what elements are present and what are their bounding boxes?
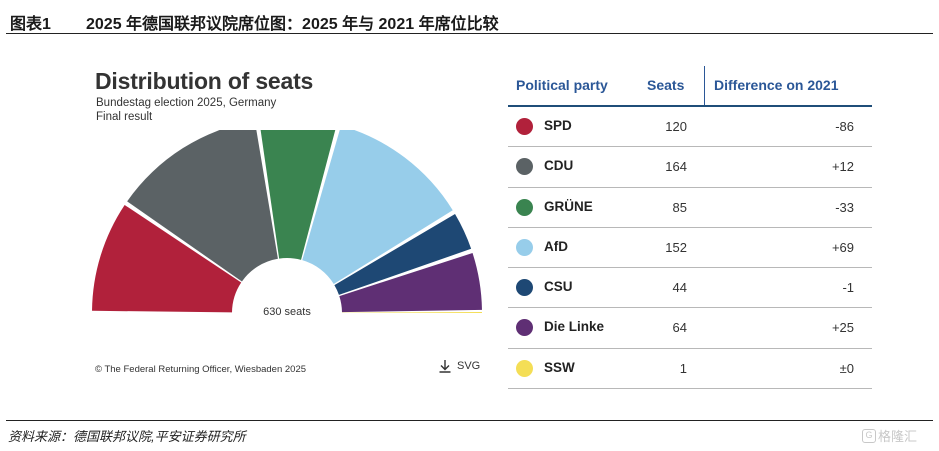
party-difference: +25 [831,320,854,336]
party-seats: 152 [665,239,687,255]
party-name: Die Linke [544,319,605,335]
column-header-difference: Difference on 2021 [714,77,839,93]
chart-subtitle: Bundestag election 2025, Germany [96,97,277,109]
column-header-party: Political party [516,77,608,93]
figure-title: 2025 年德国联邦议院席位图：2025 年与 2021 年席位比较 [86,16,499,33]
figure-source: 资料来源：德国联邦议院,平安证券研究所 [8,429,246,444]
table-row: SPD 120 -86 [508,107,872,148]
svg-download-button[interactable]: SVG [438,359,480,373]
seats-table: Political party Seats Difference on 2021… [508,66,872,390]
chart-subtitle-result: Final result [96,111,153,123]
logo-text: 格隆汇 [878,429,918,444]
party-seats: 164 [665,159,687,175]
wedge-afd [302,130,453,285]
table-header: Political party Seats Difference on 2021 [508,66,872,107]
party-name: SPD [544,118,572,133]
table-row: Die Linke 64 +25 [508,308,872,349]
table-body: SPD 120 -86 CDU 164 +12 GRÜNE 85 -33 AfD 152 +69 CSU… [508,107,872,390]
party-name: GRÜNE [544,198,593,214]
logo-icon: G [862,428,876,443]
table-row: CSU 44 -1 [508,268,872,309]
table-row: AfD 152 +69 [508,228,872,269]
wedge-csu [334,214,472,295]
wedge-spd [92,204,242,313]
column-header-seats: Seats [647,77,685,93]
download-icon [439,360,451,373]
party-name: CDU [544,158,574,174]
figure-header: 图表1 2025 年德国联邦议院席位图：2025 年与 2021 年席位比较 [6,6,933,34]
figure-number: 图表1 [10,16,51,33]
center-label: 630 seats [263,306,311,315]
party-difference: +69 [831,239,854,255]
party-color-dot [516,279,533,297]
table-row: GRÜNE 85 -33 [508,188,872,228]
party-color-dot [516,359,533,377]
party-color-dot [516,319,533,337]
party-difference: -33 [835,199,854,215]
party-name: AfD [544,238,568,254]
party-difference: -86 [835,119,854,134]
chart-title: Distribution of seats [95,68,314,94]
party-name: SSW [544,359,575,375]
party-color-dot [516,238,533,256]
party-difference: -1 [842,280,854,296]
chart-source-note: © The Federal Returning Officer, Wiesbad… [95,364,307,375]
wedge-die-linke [339,252,482,313]
table-row: SSW 1 ±0 [508,349,872,390]
party-difference: ±0 [839,360,854,376]
hemicycle-chart: 630 seats [92,130,482,315]
party-seats: 64 [672,320,687,336]
party-difference: +12 [831,159,854,175]
footer-divider [6,420,933,421]
party-color-dot [516,118,533,135]
wedge-cdu [127,130,278,282]
party-name: CSU [544,279,573,295]
svg-download-label: SVG [457,360,481,372]
party-color-dot [516,158,533,176]
party-seats: 85 [672,199,687,215]
party-seats: 44 [672,280,687,296]
party-color-dot [516,198,533,216]
watermark-logo: G 格隆汇 [862,426,917,445]
table-row: CDU 164 +12 [508,147,872,188]
wedge-gr-ne [260,130,336,260]
wedge-ssw [341,312,482,313]
party-seats: 1 [679,360,687,376]
party-seats: 120 [665,119,687,134]
header-divider [704,66,705,105]
